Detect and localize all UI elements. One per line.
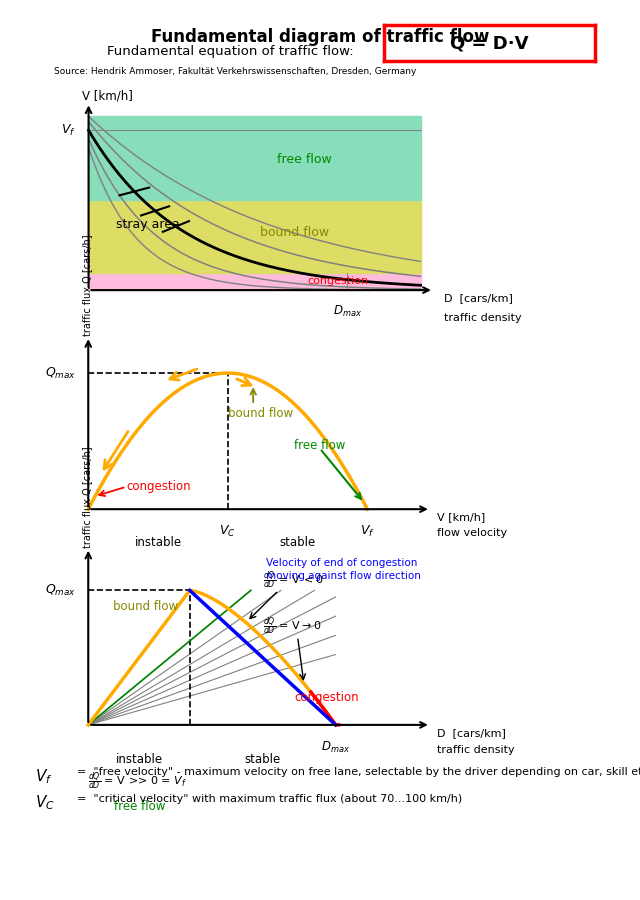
Text: stable: stable bbox=[280, 536, 316, 549]
Text: $Q_{max}$: $Q_{max}$ bbox=[45, 583, 76, 598]
Text: $V_f$: $V_f$ bbox=[35, 767, 52, 786]
Text: $V_f$: $V_f$ bbox=[61, 122, 76, 138]
Text: bound flow: bound flow bbox=[260, 226, 329, 239]
Text: congestion: congestion bbox=[294, 690, 359, 704]
Text: $V_C$: $V_C$ bbox=[35, 794, 55, 813]
Text: traffic density: traffic density bbox=[437, 744, 515, 754]
Text: $D_{max}$: $D_{max}$ bbox=[321, 740, 350, 755]
Text: $\frac{dQ}{dD}$ = V < 0: $\frac{dQ}{dD}$ = V < 0 bbox=[262, 570, 324, 591]
Text: congestion: congestion bbox=[307, 276, 368, 286]
Text: V [km/h]: V [km/h] bbox=[437, 512, 485, 522]
Text: instable: instable bbox=[115, 752, 163, 766]
Text: traffic density: traffic density bbox=[444, 312, 522, 323]
Text: free flow: free flow bbox=[114, 800, 165, 814]
Text: traffic flux Q [cars/h]: traffic flux Q [cars/h] bbox=[82, 446, 92, 548]
Text: flow velocity: flow velocity bbox=[437, 528, 508, 538]
Text: $D_{max}$: $D_{max}$ bbox=[333, 304, 362, 320]
Text: $V_f$: $V_f$ bbox=[360, 524, 374, 539]
Text: V [km/h]: V [km/h] bbox=[82, 89, 132, 103]
Text: congestion: congestion bbox=[126, 481, 191, 493]
Text: $\frac{dQ}{dD}$ = V$\rightarrow$0: $\frac{dQ}{dD}$ = V$\rightarrow$0 bbox=[262, 616, 321, 637]
Text: stray area: stray area bbox=[116, 218, 180, 230]
Text: D  [cars/km]: D [cars/km] bbox=[444, 293, 513, 303]
Text: =  "critical velocity" with maximum traffic flux (about 70...100 km/h): = "critical velocity" with maximum traff… bbox=[77, 794, 462, 804]
Text: =  "free velocity" - maximum velocity on free lane, selectable by the driver dep: = "free velocity" - maximum velocity on … bbox=[77, 767, 640, 777]
Text: free flow: free flow bbox=[277, 153, 332, 166]
Text: D  [cars/km]: D [cars/km] bbox=[437, 728, 506, 738]
Text: Fundamental equation of traffic flow:: Fundamental equation of traffic flow: bbox=[107, 45, 354, 58]
Text: Source: Hendrik Ammoser, Fakultät Verkehrswissenschaften, Dresden, Germany: Source: Hendrik Ammoser, Fakultät Verkeh… bbox=[54, 67, 417, 76]
Text: instable: instable bbox=[134, 536, 182, 549]
Text: Fundamental diagram of traffic flow: Fundamental diagram of traffic flow bbox=[151, 28, 489, 46]
Bar bbox=[88, 200, 420, 273]
Text: Velocity of end of congestion
moving against flow direction: Velocity of end of congestion moving aga… bbox=[266, 558, 420, 580]
Text: traffic flux Q [cars/h]: traffic flux Q [cars/h] bbox=[82, 235, 92, 337]
Bar bbox=[88, 116, 420, 200]
Text: free flow: free flow bbox=[294, 438, 346, 452]
Text: $V_C$: $V_C$ bbox=[220, 524, 236, 539]
Text: Q = D·V: Q = D·V bbox=[451, 34, 529, 52]
Bar bbox=[88, 273, 420, 290]
Text: stable: stable bbox=[244, 752, 281, 766]
Text: $\frac{dQ}{dD}$ = V >> 0 = $V_f$: $\frac{dQ}{dD}$ = V >> 0 = $V_f$ bbox=[88, 770, 188, 793]
Text: bound flow: bound flow bbox=[113, 600, 178, 613]
Text: bound flow: bound flow bbox=[228, 407, 293, 419]
Text: $Q_{max}$: $Q_{max}$ bbox=[45, 365, 76, 381]
